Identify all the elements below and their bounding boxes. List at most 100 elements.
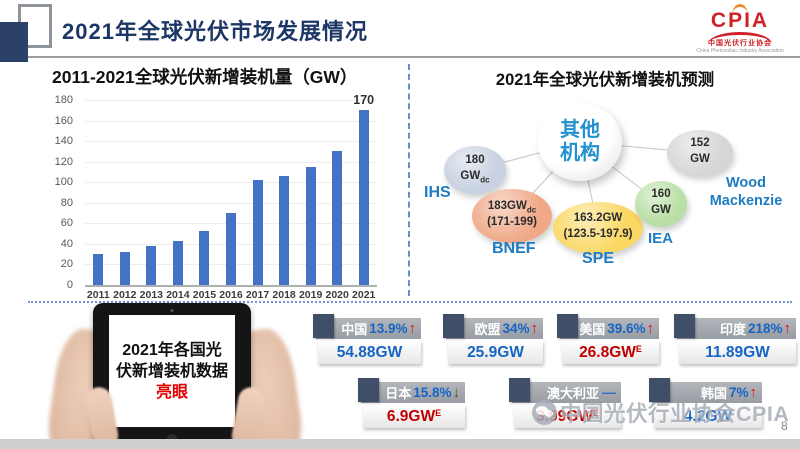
bar-2012 [119,252,130,285]
stat-box-china: 中国 13.9% ↑ 54.88GW [313,314,421,364]
corner-square-icon [557,314,578,338]
stat-header: 澳大利亚 — [512,382,621,403]
value-text: 183GW [487,199,527,212]
y-tick-label: 180 [54,94,73,106]
gridline [85,161,377,163]
capacity-superscript: E [435,408,442,418]
bar-2019 [305,166,316,285]
country-label: 中国 [341,322,368,337]
forecast-value-line2: (171-199) [487,216,537,232]
panel-divider-vertical [408,64,410,296]
y-tick-label: 0 [66,279,73,291]
value-text: (123.5-197.9) [563,228,633,240]
growth-percent: 218% [747,321,783,336]
stat-header: 中国 13.9% ↑ [316,318,421,339]
capacity-value: 54.88GW [318,341,421,364]
y-tick-label: 120 [54,155,73,168]
title-decoration-filled-square [0,22,28,62]
capacity-value: 26.8GW E [562,341,659,364]
country-label: 日本 [385,386,412,401]
x-tick-label: 2014 [166,289,190,301]
forecast-value-line1: 183GWdc [488,200,536,216]
stat-box-japan: 日本 15.8% ↓ 6.9GW E [358,378,465,428]
forecast-value-line2: GWdc [460,170,489,186]
country-label: 澳大利亚 [546,386,599,401]
forecast-bubble-other-orgs: 其他机构 [538,103,622,181]
logo-subtitle-english: China Photovoltaic Industry Association [696,48,784,54]
y-tick-label: 80 [60,196,73,209]
tablet-frame: 2021年各国光 伏新增装机数据 亮眼 [93,303,251,449]
x-tick-label: 2020 [325,289,349,301]
gridline [85,202,377,204]
gridline [85,141,377,143]
x-tick-label: 2021 [352,289,376,301]
capacity-value: 4.2GW [654,405,762,428]
gridline [85,120,377,122]
x-tick-label: 2016 [219,289,243,301]
y-tick-label: 140 [54,135,73,148]
bar-2015 [199,230,210,285]
value-subscript: dc [526,205,537,214]
bar-2018 [279,176,290,285]
forecast-bubble-spe: 163.2GW (123.5-197.9) [553,202,643,254]
other-orgs-label: 其他机构 [560,119,600,164]
bar-chart-plot: 170 [85,93,377,287]
forecast-bubble-bnef: 183GWdc (171-199) [472,189,552,243]
trend-arrow-icon: ↑ [530,320,539,337]
bar-chart-yaxis: 0 20 40 60 80 100 120 140 160 180 [35,94,79,291]
value-text: 152 [690,136,710,149]
forecast-value-line2: GW [651,204,671,220]
bar-chart-title: 2011-2021全球光伏新增装机量（GW） [52,67,358,87]
stat-box-india: 印度 218% ↑ 11.89GW [674,314,796,364]
forecast-title: 2021年全球光伏新增装机预测 [495,71,715,89]
y-tick-label: 20 [60,258,73,271]
stat-header: 美国 39.6% ↑ [560,318,659,339]
growth-percent: 13.9% [369,321,408,336]
logo-subtitle: 中国光伏行业协会 [708,40,772,47]
logo-text: CPIA [710,9,770,32]
x-tick-label: 2015 [192,289,217,301]
bar-2016 [226,213,236,285]
capacity-text: 26.8GW [579,343,636,361]
country-label: 美国 [579,322,606,337]
stat-header: 韩国 7% ↑ [652,382,762,403]
value-text: GW [460,170,481,182]
bar-2017 [252,180,263,285]
y-tick-label: 40 [60,237,73,250]
corner-square-icon [649,378,670,402]
y-tick-label: 60 [60,217,73,230]
y-tick-label: 160 [54,114,73,127]
tablet-text-line2: 伏新增装机数据 [115,362,228,380]
gridline [85,182,377,184]
tablet-screen: 2021年各国光 伏新增装机数据 亮眼 [109,315,235,427]
page-number: 8 [781,419,788,433]
bar-2013 [146,245,157,285]
org-label-iea: IEA [648,230,674,247]
logo-arch-icon [708,32,772,44]
country-label: 韩国 [700,386,727,401]
trend-arrow-icon: ↓ [452,384,461,401]
capacity-text: 11.89GW [705,343,770,361]
page-title: 2021年全球光伏市场发展情况 [62,19,368,44]
cpia-logo: CPIA 中国光伏行业协会 China Photovoltaic Industr… [690,4,790,54]
watermark: 中国光伏行业协会CPIA [532,397,789,428]
trend-arrow-icon: ↑ [749,384,758,401]
bar-2014 [172,240,183,285]
logo-sun-arc-icon [732,4,748,15]
trend-arrow-icon: ↑ [783,320,792,337]
capacity-value: 25.9GW [448,341,543,364]
y-tick-label: 100 [54,176,73,189]
forecast-panel: 2021年全球光伏新增装机预测 其他机构 180 GWdc 183GWdc (1… [410,60,800,300]
forecast-bubble-iea: 160 GW [635,181,687,227]
tablet-text-line1: 2021年各国光 [122,341,222,359]
corner-square-icon [358,378,379,402]
growth-percent: 7% [728,385,749,400]
growth-percent: 15.8% [413,385,452,400]
capacity-superscript: E [635,344,642,354]
bar-2021 [358,110,369,285]
stat-box-usa: 美国 39.6% ↑ 26.8GW E [557,314,659,364]
wechat-icon [532,400,557,425]
bar-chart-xaxis: 2011 2012 2013 2014 2015 2016 2017 2018 2019 2020… [85,289,377,303]
tablet-camera-icon [170,309,174,312]
